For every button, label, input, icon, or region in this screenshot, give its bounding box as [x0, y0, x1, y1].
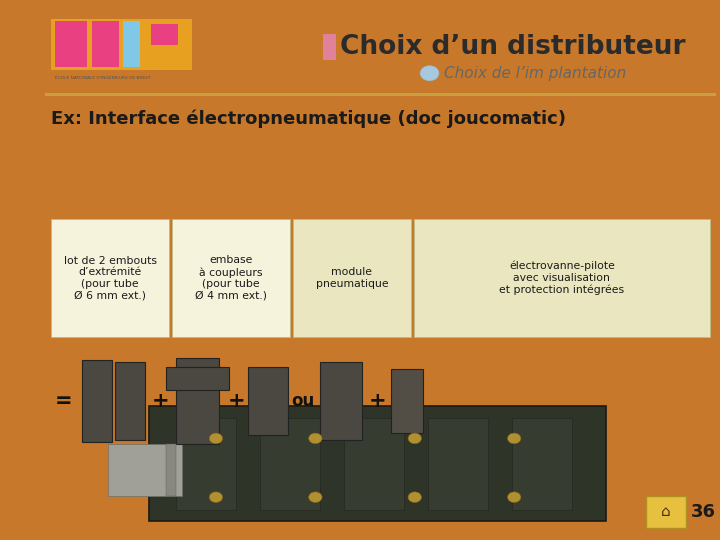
Bar: [646, 496, 686, 528]
Bar: [323, 34, 336, 60]
Text: ÉCOLE NATIONALE D'INGÉNIEURS DE BREST: ÉCOLE NATIONALE D'INGÉNIEURS DE BREST: [55, 76, 150, 80]
Bar: [145, 22, 186, 67]
Bar: [248, 367, 288, 435]
Bar: [166, 367, 230, 390]
Text: ou: ou: [292, 392, 315, 410]
Bar: [428, 418, 488, 510]
Circle shape: [508, 433, 521, 444]
Bar: [176, 418, 236, 510]
Bar: [45, 92, 716, 96]
Text: ⌂: ⌂: [661, 504, 671, 519]
Bar: [320, 362, 361, 440]
Bar: [81, 360, 112, 442]
Bar: [166, 444, 176, 496]
Bar: [511, 418, 572, 510]
Bar: [51, 219, 169, 337]
Text: +: +: [369, 391, 386, 411]
Bar: [91, 22, 119, 67]
Circle shape: [408, 433, 421, 444]
Text: +: +: [152, 391, 170, 411]
Bar: [343, 418, 404, 510]
Text: Choix de l’im plantation: Choix de l’im plantation: [444, 66, 626, 81]
Bar: [260, 418, 320, 510]
Circle shape: [309, 492, 322, 503]
Text: 36: 36: [690, 503, 716, 521]
Bar: [176, 359, 220, 444]
Circle shape: [210, 492, 222, 503]
Bar: [390, 369, 423, 433]
Bar: [109, 444, 182, 496]
Text: électrovanne-pilote
avec visualisation
et protection intégrées: électrovanne-pilote avec visualisation e…: [500, 261, 624, 295]
Bar: [414, 219, 710, 337]
Bar: [293, 219, 410, 337]
Bar: [51, 19, 192, 70]
Text: Ex: Interface électropneumatique (doc joucomatic): Ex: Interface électropneumatique (doc jo…: [51, 110, 567, 128]
Circle shape: [508, 492, 521, 503]
Circle shape: [210, 433, 222, 444]
Circle shape: [309, 433, 322, 444]
Bar: [115, 362, 145, 440]
Circle shape: [420, 66, 439, 81]
Bar: [150, 24, 178, 45]
Text: Choix d’un distributeur: Choix d’un distributeur: [341, 33, 685, 59]
Text: module
pneumatique: module pneumatique: [315, 267, 388, 289]
Text: +: +: [228, 391, 246, 411]
Circle shape: [408, 492, 421, 503]
Bar: [172, 219, 290, 337]
Bar: [123, 22, 140, 67]
Bar: [149, 406, 606, 521]
Text: lot de 2 embouts
d’extrémité
(pour tube
Ø 6 mm ext.): lot de 2 embouts d’extrémité (pour tube …: [63, 255, 157, 300]
Bar: [55, 22, 87, 67]
Text: embase
à coupleurs
(pour tube
Ø 4 mm ext.): embase à coupleurs (pour tube Ø 4 mm ext…: [195, 255, 267, 301]
Text: =: =: [55, 391, 72, 411]
